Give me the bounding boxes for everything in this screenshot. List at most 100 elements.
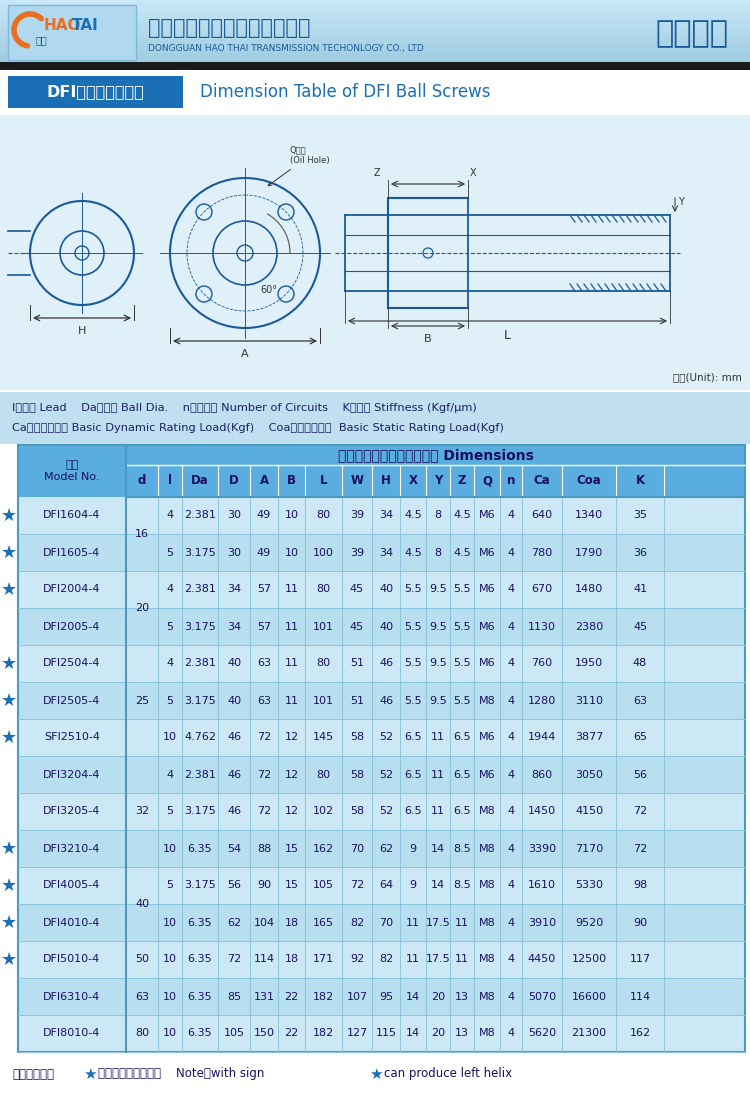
- FancyBboxPatch shape: [18, 719, 745, 756]
- Text: 95: 95: [379, 991, 393, 1001]
- Text: 4: 4: [508, 991, 515, 1001]
- Text: X: X: [470, 168, 477, 178]
- Text: 72: 72: [350, 880, 364, 890]
- Text: 5.5: 5.5: [404, 658, 422, 668]
- Text: 107: 107: [346, 991, 368, 1001]
- Text: 150: 150: [254, 1029, 274, 1039]
- Text: M8: M8: [478, 1029, 495, 1039]
- Text: 171: 171: [313, 955, 334, 965]
- Text: 80: 80: [316, 511, 331, 521]
- Text: 162: 162: [629, 1029, 650, 1039]
- Text: 11: 11: [284, 696, 298, 706]
- Text: 2.381: 2.381: [184, 585, 216, 595]
- FancyBboxPatch shape: [18, 941, 745, 978]
- Text: 30: 30: [227, 511, 241, 521]
- Text: 13: 13: [455, 991, 469, 1001]
- Text: 11: 11: [455, 955, 469, 965]
- Text: 65: 65: [633, 733, 647, 743]
- Text: 11: 11: [284, 585, 298, 595]
- Text: 21300: 21300: [572, 1029, 607, 1039]
- FancyBboxPatch shape: [0, 70, 750, 115]
- Text: 4: 4: [508, 1029, 515, 1039]
- Text: H: H: [78, 326, 86, 336]
- Text: 56: 56: [633, 769, 647, 779]
- Text: 90: 90: [257, 880, 271, 890]
- Text: D: D: [230, 475, 238, 488]
- Text: 6.5: 6.5: [404, 807, 422, 817]
- Text: M6: M6: [478, 733, 495, 743]
- Text: 11: 11: [431, 733, 445, 743]
- Text: can produce left helix: can produce left helix: [384, 1067, 512, 1080]
- Text: 46: 46: [227, 733, 241, 743]
- Text: 單位(Unit): mm: 單位(Unit): mm: [674, 371, 742, 382]
- Text: 3390: 3390: [528, 844, 556, 854]
- Text: 72: 72: [633, 807, 647, 817]
- Text: 9.5: 9.5: [429, 696, 447, 706]
- Text: 49: 49: [256, 511, 272, 521]
- Text: l: l: [168, 475, 172, 488]
- Text: 101: 101: [313, 622, 334, 632]
- Text: 52: 52: [379, 769, 393, 779]
- FancyBboxPatch shape: [18, 645, 745, 682]
- Text: 4: 4: [508, 844, 515, 854]
- Text: 72: 72: [256, 733, 272, 743]
- Text: 4.762: 4.762: [184, 733, 216, 743]
- Text: 62: 62: [227, 918, 241, 928]
- FancyBboxPatch shape: [0, 115, 750, 390]
- Text: 10: 10: [163, 955, 177, 965]
- Text: ★: ★: [1, 691, 17, 710]
- Text: 57: 57: [257, 585, 271, 595]
- Text: 4.5: 4.5: [453, 547, 471, 557]
- Text: 72: 72: [256, 807, 272, 817]
- Text: 11: 11: [455, 918, 469, 928]
- Text: 63: 63: [257, 696, 271, 706]
- Text: 58: 58: [350, 733, 364, 743]
- Text: DFI8010-4: DFI8010-4: [44, 1029, 100, 1039]
- Text: 8.5: 8.5: [453, 844, 471, 854]
- Text: n: n: [507, 475, 515, 488]
- Text: 165: 165: [313, 918, 334, 928]
- Text: B: B: [287, 475, 296, 488]
- Text: DFI1605-4: DFI1605-4: [44, 547, 100, 557]
- Text: 17.5: 17.5: [426, 918, 450, 928]
- Text: DFI2504-4: DFI2504-4: [44, 658, 100, 668]
- Text: 35: 35: [633, 511, 647, 521]
- Text: 3110: 3110: [575, 696, 603, 706]
- Text: 13: 13: [455, 1029, 469, 1039]
- Text: 4: 4: [508, 511, 515, 521]
- Text: 1340: 1340: [575, 511, 603, 521]
- Text: M8: M8: [478, 844, 495, 854]
- Text: 皓尔: 皓尔: [36, 35, 48, 45]
- Text: 9.5: 9.5: [429, 658, 447, 668]
- Text: 1610: 1610: [528, 880, 556, 890]
- Text: 72: 72: [226, 955, 242, 965]
- Text: 5: 5: [166, 622, 173, 632]
- FancyBboxPatch shape: [18, 497, 745, 534]
- Text: 70: 70: [379, 918, 393, 928]
- Text: 46: 46: [379, 696, 393, 706]
- Text: 記號者可制作左螺紋    Note：with sign: 記號者可制作左螺紋 Note：with sign: [98, 1067, 264, 1080]
- Text: 2.381: 2.381: [184, 658, 216, 668]
- Text: ★: ★: [1, 951, 17, 968]
- Text: Ca：动额定负荷 Basic Dynamic Rating Load(Kgf)    Coa：静额定负荷  Basic Static Rating Load(K: Ca：动额定负荷 Basic Dynamic Rating Load(Kgf) …: [12, 423, 504, 433]
- Text: 6.35: 6.35: [188, 918, 212, 928]
- FancyBboxPatch shape: [18, 830, 745, 867]
- Text: 10: 10: [163, 1029, 177, 1039]
- Text: 12: 12: [284, 807, 298, 817]
- Text: 14: 14: [431, 844, 445, 854]
- Text: DFI1604-4: DFI1604-4: [44, 511, 100, 521]
- Text: 18: 18: [284, 918, 298, 928]
- Text: 4: 4: [508, 585, 515, 595]
- Text: 9.5: 9.5: [429, 585, 447, 595]
- Text: 4.5: 4.5: [453, 511, 471, 521]
- Text: 5.5: 5.5: [453, 658, 471, 668]
- Text: ★: ★: [1, 655, 17, 673]
- Text: 1950: 1950: [575, 658, 603, 668]
- Text: 9520: 9520: [574, 918, 603, 928]
- FancyBboxPatch shape: [0, 62, 750, 70]
- Text: M6: M6: [478, 547, 495, 557]
- Text: 11: 11: [284, 622, 298, 632]
- Text: 6.35: 6.35: [188, 844, 212, 854]
- Text: 82: 82: [350, 918, 364, 928]
- Text: 25: 25: [135, 696, 149, 706]
